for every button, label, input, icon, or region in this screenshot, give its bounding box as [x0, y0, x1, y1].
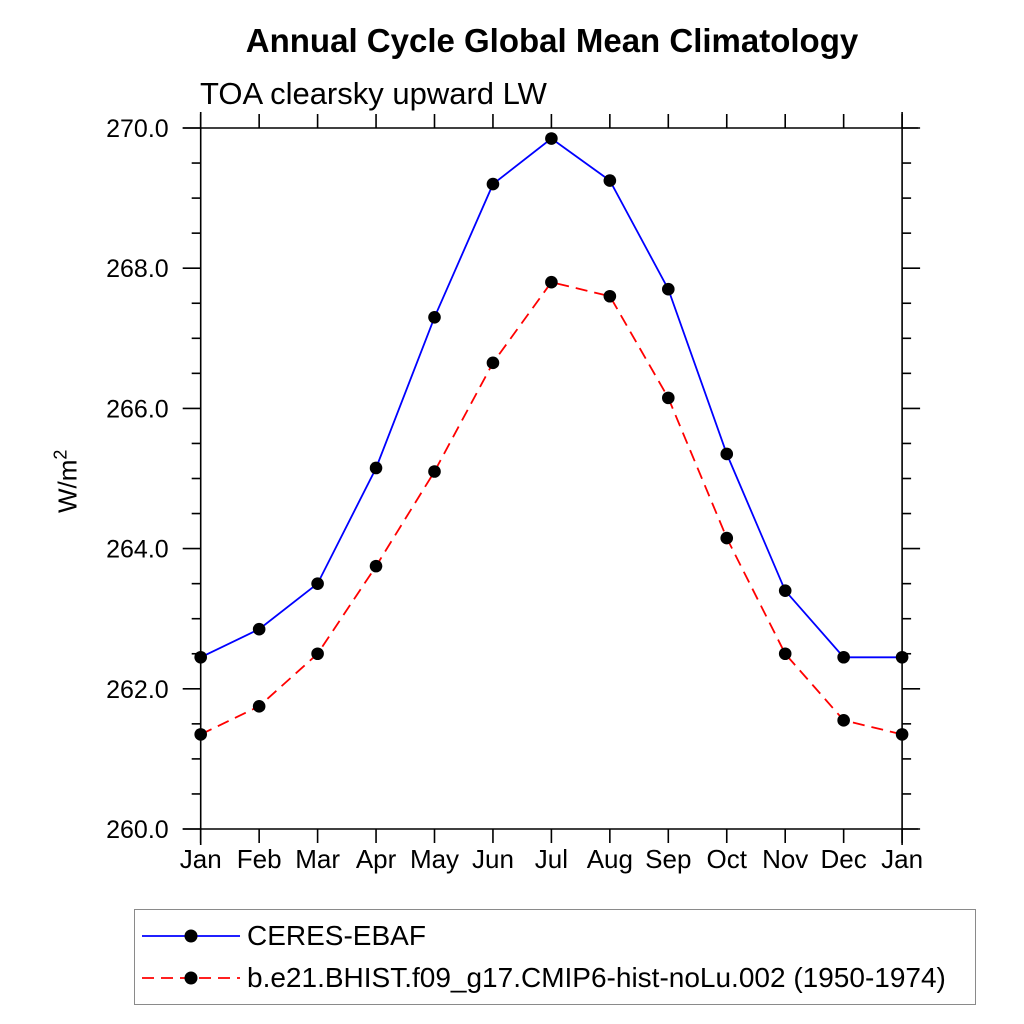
data-point-marker — [545, 275, 558, 289]
legend-label-ceres-ebaf: CERES-EBAF — [247, 920, 426, 951]
data-point-marker — [603, 289, 617, 303]
legend-line-sample-solid — [142, 929, 240, 943]
data-point-marker — [662, 391, 675, 405]
data-point-marker — [428, 310, 441, 324]
data-point-marker — [778, 647, 792, 661]
data-point-marker — [194, 650, 207, 664]
data-point-marker — [311, 577, 324, 590]
data-point-marker — [720, 447, 734, 461]
x-axis-month-label: Aug — [587, 844, 633, 874]
chart-subtitle: TOA clearsky upward LW — [200, 76, 547, 111]
x-axis-month-label: Feb — [237, 844, 282, 874]
x-axis-month-label: Jan — [180, 844, 222, 874]
legend-line-sample-dashed — [142, 971, 240, 985]
data-point-marker — [720, 531, 734, 545]
legend-label-model-run: b.e21.BHIST.f09_g17.CMIP6-hist-noLu.002 … — [247, 962, 946, 993]
series-line-model-run — [200, 281, 903, 736]
x-axis-month-label: May — [410, 844, 459, 874]
series-line-ceres-ebaf — [200, 137, 903, 659]
legend: CERES-EBAF b.e21.BHIST.f09_g17.CMIP6-his… — [134, 909, 976, 1005]
y-axis-tick-label: 270.0 — [106, 115, 169, 143]
x-axis-month-label: Nov — [762, 844, 808, 874]
x-axis-month-label: Oct — [707, 844, 748, 874]
y-axis-tick-label: 262.0 — [106, 676, 169, 704]
data-point-marker — [311, 647, 324, 661]
x-axis-month-label: Jul — [535, 844, 568, 874]
data-point-marker — [486, 356, 500, 370]
y-axis-tick-label: 264.0 — [106, 536, 169, 564]
data-point-marker — [252, 700, 266, 713]
data-point-marker — [837, 650, 850, 664]
x-axis-month-label: Apr — [356, 844, 397, 874]
x-axis-month-label: Dec — [821, 844, 867, 874]
data-point-marker — [428, 465, 441, 478]
y-axis-tick-label: 260.0 — [106, 816, 169, 844]
data-point-marker — [194, 728, 207, 741]
data-point-marker — [895, 728, 909, 741]
legend-item-model-run: b.e21.BHIST.f09_g17.CMIP6-hist-noLu.002 … — [139, 958, 975, 998]
data-point-marker — [895, 650, 909, 664]
x-axis-month-label: Jan — [881, 844, 923, 874]
data-point-marker — [837, 714, 850, 727]
data-point-marker — [603, 174, 617, 187]
data-point-marker — [486, 177, 500, 191]
x-axis-month-label: Mar — [295, 844, 340, 874]
y-axis-tick-label: 268.0 — [106, 255, 169, 283]
data-point-marker — [545, 132, 558, 145]
y-axis-tick-label: 266.0 — [106, 395, 169, 423]
data-point-marker — [369, 559, 383, 573]
data-point-marker — [778, 584, 792, 597]
data-point-marker — [369, 461, 383, 475]
chart-title: Annual Cycle Global Mean Climatology — [245, 22, 859, 59]
x-axis-month-label: Sep — [645, 844, 691, 874]
legend-item-ceres-ebaf: CERES-EBAF — [139, 916, 975, 956]
data-point-marker — [662, 282, 675, 296]
x-axis-month-label: Jun — [472, 844, 514, 874]
data-point-marker — [252, 622, 266, 636]
